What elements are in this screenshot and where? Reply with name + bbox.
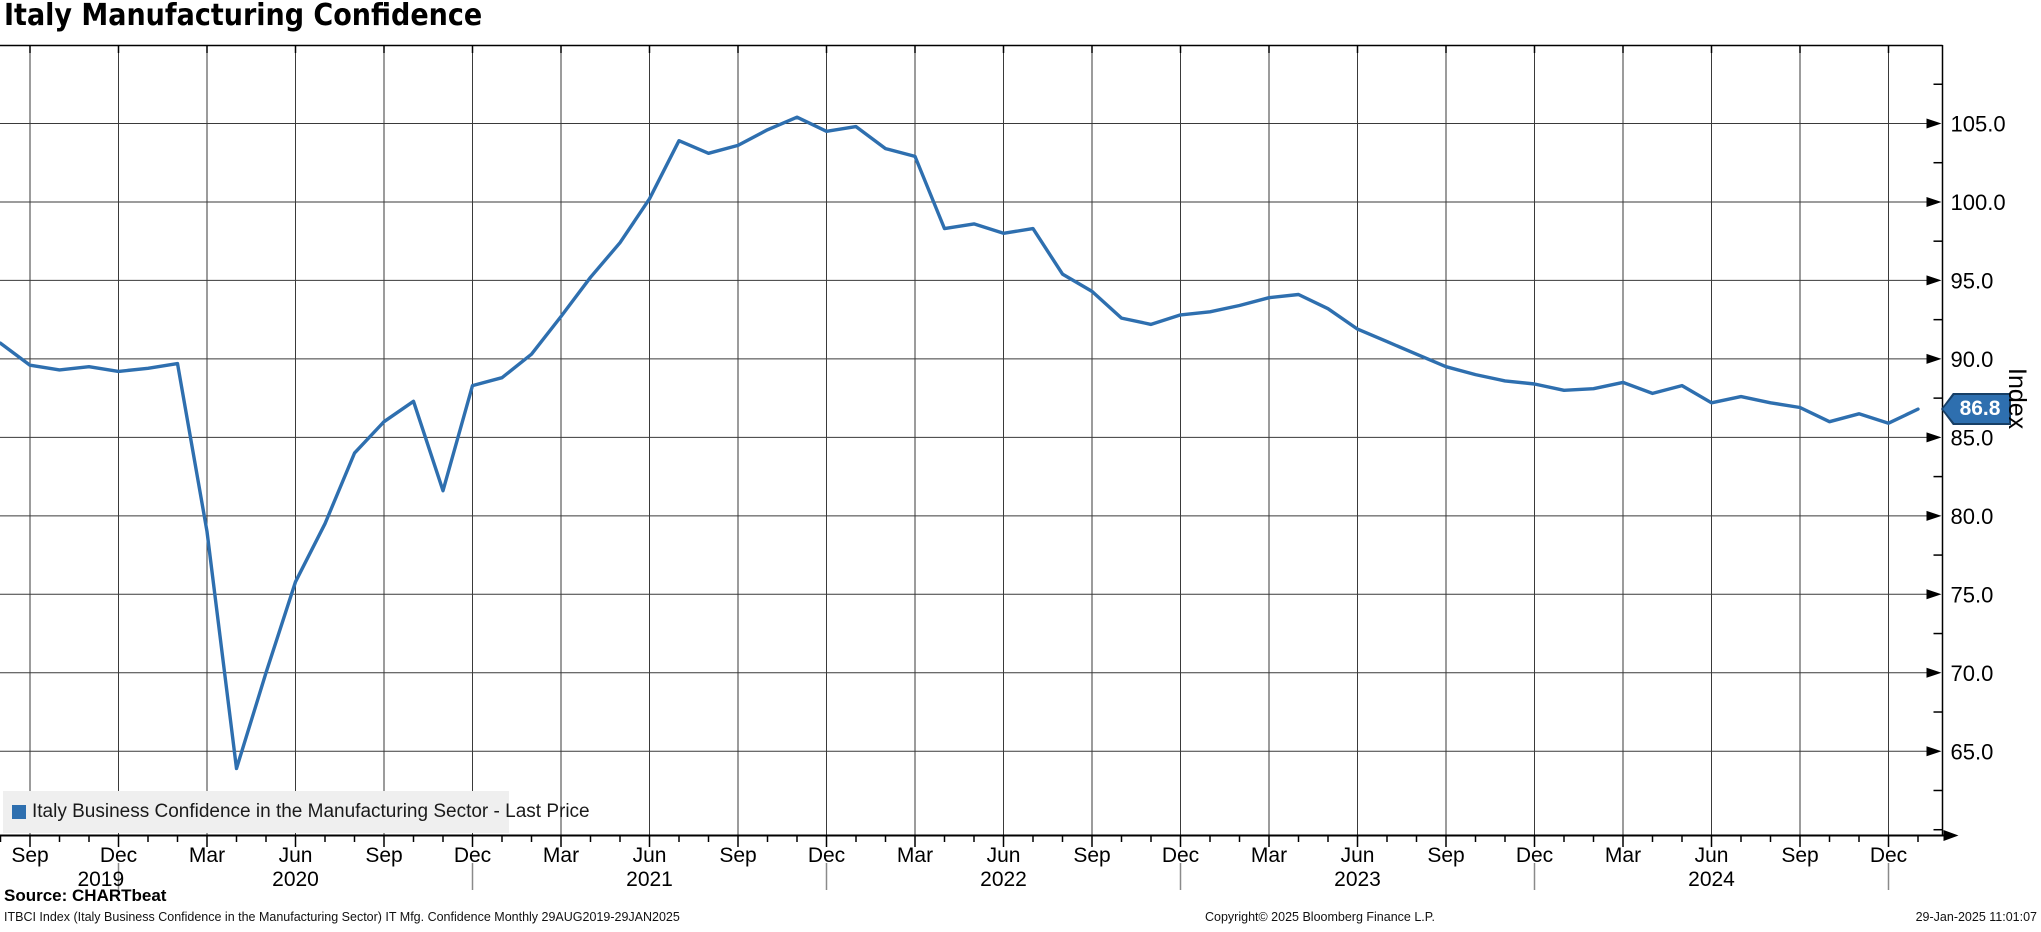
- source-text: Source: CHARTbeat: [4, 886, 167, 905]
- gridline-arrow-icon: [1926, 746, 1942, 757]
- gridline-arrow-icon: [1926, 275, 1942, 286]
- x-tick-label: Mar: [1605, 844, 1641, 867]
- x-tick-label: Jun: [1341, 844, 1375, 867]
- gridline-arrow-icon: [1926, 353, 1942, 364]
- chart-plot-area: 65.0 70.0 75.0 80.0 85.0 90.0 95.0 100.0 105.0 Se…: [0, 44, 2006, 891]
- x-tick-label: Dec: [1162, 844, 1199, 867]
- gridline-arrow-icon: [1926, 667, 1942, 678]
- x-tick-label: Jun: [987, 844, 1021, 867]
- y-tick-label: 105.0: [1951, 111, 2006, 136]
- y-tick-label: 95.0: [1951, 268, 1994, 293]
- y-tick-label: 80.0: [1951, 504, 1994, 529]
- x-tick-label: Dec: [100, 844, 137, 867]
- x-tick-label: Mar: [543, 844, 579, 867]
- x-tick-label: Mar: [1251, 844, 1287, 867]
- y-tick-label: 75.0: [1951, 582, 1994, 607]
- y-tick-label: 90.0: [1951, 347, 1994, 372]
- y-axis-title: Index: [2003, 368, 2031, 430]
- last-price-badge: 86.8: [1941, 393, 2011, 425]
- x-tick-label: Sep: [1427, 844, 1464, 867]
- x-tick-label: Dec: [1870, 844, 1907, 867]
- x-tick-label: Jun: [279, 844, 313, 867]
- x-tick-label: Dec: [1516, 844, 1553, 867]
- y-tick-label: 70.0: [1951, 661, 1994, 686]
- gridline-arrow-icon: [1926, 589, 1942, 600]
- x-year-label: 2021: [626, 868, 673, 891]
- x-year-label: 2023: [1334, 868, 1381, 891]
- x-tick-label: Mar: [189, 844, 225, 867]
- gridline-arrow-icon: [1926, 510, 1942, 521]
- footer-description: ITBCI Index (Italy Business Confidence i…: [4, 910, 680, 924]
- legend-label: Italy Business Confidence in the Manufac…: [32, 801, 590, 822]
- x-tick-label: Sep: [365, 844, 402, 867]
- x-tick-label: Sep: [11, 844, 48, 867]
- x-axis-arrow-icon: [1943, 830, 1959, 841]
- y-tick-label: 65.0: [1951, 739, 1994, 764]
- chart-title: Italy Manufacturing Confidence: [4, 0, 483, 33]
- x-tick-label: Jun: [1695, 844, 1729, 867]
- footer-datetime: 29-Jan-2025 11:01:07: [1915, 910, 2037, 924]
- x-tick-label: Dec: [808, 844, 845, 867]
- x-tick-label: Jun: [633, 844, 667, 867]
- price-line: [0, 115, 1920, 771]
- gridline-arrow-icon: [1926, 118, 1942, 129]
- y-tick-label: 85.0: [1951, 425, 1994, 450]
- x-year-label: 2022: [980, 868, 1027, 891]
- last-price-value: 86.8: [1959, 397, 2001, 420]
- x-tick-label: Sep: [719, 844, 756, 867]
- x-year-label: 2019: [77, 868, 124, 891]
- gridline-arrow-icon: [1926, 432, 1942, 443]
- x-year-label: 2020: [272, 868, 319, 891]
- legend-box: Italy Business Confidence in the Manufac…: [3, 791, 590, 833]
- x-tick-label: Sep: [1781, 844, 1818, 867]
- x-tick-label: Sep: [1073, 844, 1110, 867]
- x-tick-label: Mar: [897, 844, 933, 867]
- x-tick-label: Dec: [454, 844, 491, 867]
- x-year-label: 2024: [1688, 868, 1735, 891]
- last-price-badge-fill: 86.8: [1943, 395, 2009, 423]
- y-tick-label: 100.0: [1951, 190, 2006, 215]
- footer-copyright: Copyright© 2025 Bloomberg Finance L.P.: [1205, 910, 1435, 924]
- gridline-arrow-icon: [1926, 196, 1942, 207]
- legend-swatch-icon: [12, 805, 26, 819]
